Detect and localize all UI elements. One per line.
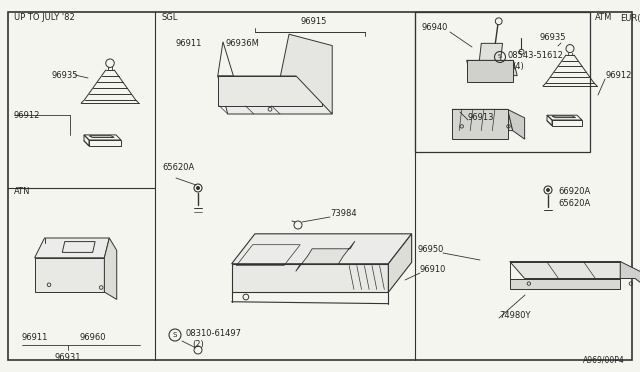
Polygon shape <box>620 262 640 300</box>
Text: 96935: 96935 <box>540 33 566 42</box>
Polygon shape <box>388 234 412 292</box>
Text: 66920A: 66920A <box>558 187 590 196</box>
Text: 96912: 96912 <box>605 71 632 80</box>
Text: ATN: ATN <box>14 187 31 196</box>
Text: 08543-51612: 08543-51612 <box>508 51 564 61</box>
Circle shape <box>196 186 200 189</box>
Text: SGL: SGL <box>162 13 179 22</box>
Polygon shape <box>509 279 620 289</box>
Text: 96911: 96911 <box>176 39 202 48</box>
Text: 96912: 96912 <box>14 110 40 119</box>
Text: 65620A: 65620A <box>162 164 195 173</box>
Text: 96910: 96910 <box>420 266 446 275</box>
Text: EUR(G): EUR(G) <box>620 13 640 22</box>
Polygon shape <box>8 12 632 360</box>
Polygon shape <box>218 76 332 114</box>
Text: UP TO JULY '82: UP TO JULY '82 <box>14 13 75 22</box>
Polygon shape <box>296 241 355 271</box>
Text: (4): (4) <box>512 61 524 71</box>
Polygon shape <box>415 12 590 152</box>
Text: 65620A: 65620A <box>558 199 590 208</box>
Text: 96915: 96915 <box>301 17 327 26</box>
Text: S: S <box>173 332 177 338</box>
Polygon shape <box>479 44 502 60</box>
Polygon shape <box>508 109 525 139</box>
Polygon shape <box>280 34 332 114</box>
Polygon shape <box>35 238 109 258</box>
Circle shape <box>547 189 550 192</box>
Text: 08310-61497: 08310-61497 <box>186 328 242 337</box>
Text: 96936M: 96936M <box>225 39 259 48</box>
Text: 96935: 96935 <box>52 71 79 80</box>
Polygon shape <box>35 258 104 292</box>
Text: 73984: 73984 <box>330 208 356 218</box>
Text: 74980Y: 74980Y <box>499 311 531 320</box>
Text: 96960: 96960 <box>80 334 106 343</box>
Text: 96940: 96940 <box>422 23 449 32</box>
Polygon shape <box>232 264 388 292</box>
Text: 96931: 96931 <box>55 353 81 362</box>
Text: ATM: ATM <box>595 13 612 22</box>
Text: 96950: 96950 <box>418 244 444 253</box>
Text: A969/00P4: A969/00P4 <box>583 356 625 365</box>
Text: 96913: 96913 <box>468 112 495 122</box>
Polygon shape <box>104 238 116 299</box>
Text: (2): (2) <box>192 340 204 349</box>
Text: 96911: 96911 <box>22 334 49 343</box>
Polygon shape <box>232 234 412 264</box>
Text: S: S <box>498 55 502 60</box>
Polygon shape <box>452 109 513 131</box>
Polygon shape <box>452 109 508 139</box>
Polygon shape <box>467 60 517 76</box>
Polygon shape <box>509 262 635 279</box>
Polygon shape <box>218 76 323 106</box>
Polygon shape <box>467 60 513 83</box>
